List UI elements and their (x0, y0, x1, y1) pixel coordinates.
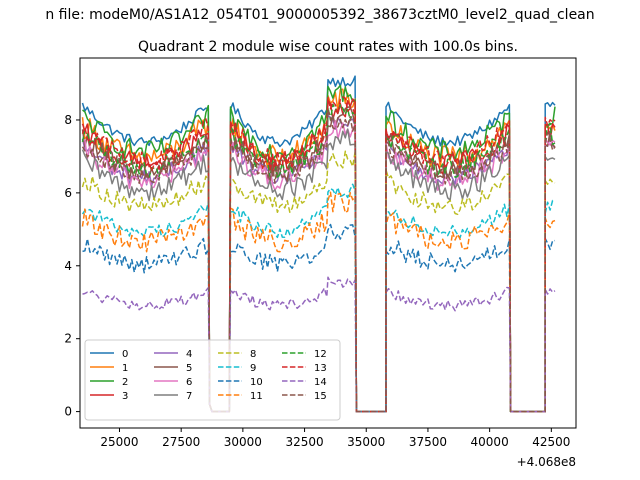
series-line-13 (81, 96, 556, 413)
figure-suptitle: n file: modeM0/AS1A12_054T01_9000005392_… (45, 7, 594, 23)
series-line-11 (81, 191, 556, 413)
legend-label-11: 11 (250, 391, 263, 402)
series-line-15 (81, 108, 556, 413)
series-line-14 (82, 276, 556, 413)
y-tick-label: 6 (64, 186, 72, 200)
x-tick-label: 27500 (162, 435, 200, 449)
axes-frame (79, 57, 577, 429)
x-axis: 25000 27500 30000 32500 35000 37500 40000 42500 (100, 428, 570, 449)
legend-label-3: 3 (122, 391, 128, 402)
y-tick-label: 4 (64, 259, 72, 273)
plot-area: 25000 27500 30000 32500 35000 37500 40000 42500… (64, 57, 577, 469)
legend-label-2: 2 (122, 377, 128, 388)
series-line-9 (81, 183, 556, 413)
x-tick-label: 32500 (285, 435, 323, 449)
legend-label-14: 14 (314, 377, 327, 388)
y-tick-label: 2 (64, 332, 72, 346)
legend-label-0: 0 (122, 349, 128, 360)
series-lines (81, 75, 556, 413)
legend-box (84, 339, 341, 421)
legend-label-15: 15 (314, 391, 327, 402)
legend-label-5: 5 (186, 363, 192, 374)
series-line-10 (82, 223, 556, 413)
y-axis: 0 2 4 6 8 (64, 113, 80, 419)
x-offset-label: +4.068e8 (517, 455, 576, 469)
legend-label-10: 10 (250, 377, 263, 388)
x-tick-label: 40000 (471, 435, 509, 449)
legend-label-9: 9 (250, 363, 256, 374)
x-tick-label: 30000 (224, 435, 262, 449)
x-tick-label: 25000 (100, 435, 138, 449)
legend-label-13: 13 (314, 363, 327, 374)
series-line-2 (82, 84, 556, 413)
x-tick-label: 35000 (347, 435, 385, 449)
y-tick-label: 0 (64, 405, 72, 419)
y-tick-label: 8 (64, 113, 72, 127)
legend-label-6: 6 (186, 377, 192, 388)
series-line-8 (81, 150, 556, 413)
series-line-7 (81, 128, 556, 413)
legend-label-12: 12 (314, 349, 327, 360)
legend-label-1: 1 (122, 363, 128, 374)
legend-label-7: 7 (186, 391, 192, 402)
legend-label-8: 8 (250, 349, 256, 360)
chart-title: Quadrant 2 module wise count rates with … (138, 39, 518, 55)
legend-label-4: 4 (186, 349, 192, 360)
x-tick-label: 42500 (532, 435, 570, 449)
x-tick-label: 37500 (409, 435, 447, 449)
